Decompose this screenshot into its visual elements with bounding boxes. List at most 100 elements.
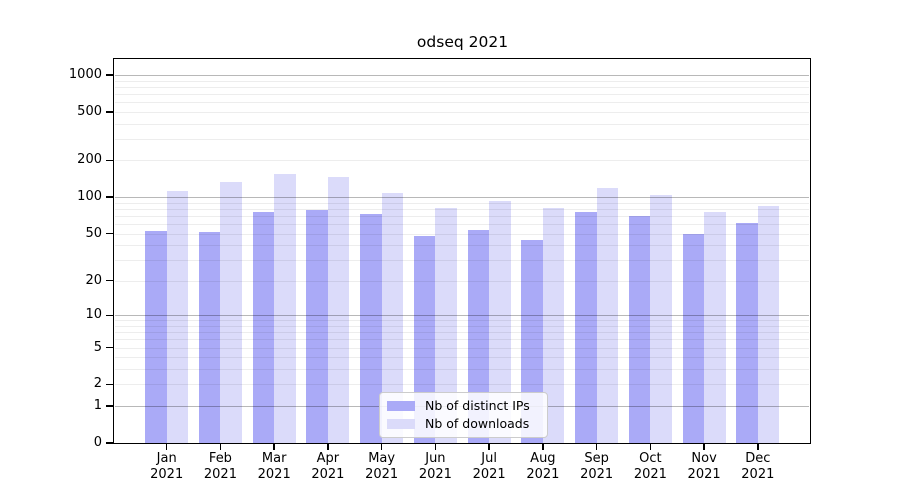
gridline-minor-80: [115, 208, 809, 210]
x-tick-feb: [219, 443, 222, 450]
x-tick-mar: [273, 443, 275, 450]
bar-ips-jul: [467, 229, 490, 443]
gridline-minor-3: [115, 369, 809, 371]
bar-downloads-oct: [650, 195, 672, 443]
x-tick-may: [380, 443, 383, 450]
bar-downloads-may: [381, 192, 404, 443]
gridline-minor-600: [115, 102, 809, 104]
gridline-minor-4: [115, 357, 809, 359]
y-tick-label-500: 500: [77, 103, 102, 119]
gridline-minor-70: [115, 215, 809, 217]
x-tick-label-jan: Jan 2021: [150, 451, 184, 482]
gridline-minor-900: [115, 80, 809, 82]
y-tick-500: [106, 111, 113, 113]
gridline-minor-200: [115, 160, 809, 162]
y-tick-5: [106, 346, 113, 349]
bar-ips-apr: [306, 210, 328, 443]
bar-downloads-apr: [327, 177, 350, 443]
gridline-minor-400: [115, 123, 809, 125]
gridline-major-100: [115, 197, 809, 199]
gridline-minor-500: [115, 111, 809, 113]
legend-swatch-downloads: [387, 418, 415, 429]
gridline-minor-800: [115, 86, 809, 88]
bar-downloads-aug: [542, 207, 565, 443]
bar-downloads-jan: [166, 190, 189, 443]
gridline-minor-2: [115, 384, 809, 386]
legend-label-downloads: Nb of downloads: [425, 416, 530, 431]
bar-ips-jan: [145, 231, 167, 443]
gridline-minor-300: [115, 138, 809, 140]
bar-downloads-nov: [704, 211, 726, 443]
gridline-minor-40: [115, 245, 809, 247]
gridline-major-1000: [115, 74, 809, 76]
x-tick-label-feb: Feb 2021: [203, 451, 237, 482]
x-tick-oct: [649, 443, 652, 450]
x-tick-label-oct: Oct 2021: [633, 451, 667, 482]
bar-ips-dec: [736, 223, 758, 443]
x-tick-label-sep: Sep 2021: [580, 451, 614, 482]
legend-label-distinct-ips: Nb of distinct IPs: [425, 398, 530, 413]
y-tick-1: [106, 405, 113, 407]
x-tick-label-dec: Dec 2021: [741, 451, 775, 482]
bar-downloads-jul: [489, 200, 511, 443]
y-tick-label-0: 0: [93, 435, 102, 450]
y-tick-label-200: 200: [77, 152, 102, 168]
gridline-major-10: [115, 315, 809, 317]
chart-title: odseq 2021: [416, 33, 509, 51]
bar-ips-feb: [198, 232, 221, 443]
legend-item-downloads: Nb of downloads: [387, 416, 538, 431]
x-tick-apr: [327, 443, 329, 450]
bar-downloads-sep: [596, 187, 619, 443]
x-tick-aug: [542, 443, 544, 450]
y-tick-label-100: 100: [77, 189, 102, 205]
gridline-minor-7: [115, 332, 809, 334]
x-tick-jan: [166, 443, 168, 450]
bar-downloads-feb: [220, 182, 242, 443]
x-tick-jul: [488, 443, 490, 450]
y-tick-100: [106, 196, 113, 198]
gridline-minor-30: [115, 260, 809, 262]
y-tick-label-1: 1: [93, 398, 102, 414]
x-tick-jun: [434, 443, 437, 450]
gridline-minor-50: [115, 233, 809, 235]
x-tick-label-apr: Apr 2021: [311, 451, 345, 482]
x-tick-nov: [703, 443, 705, 450]
y-tick-label-1000: 1000: [68, 66, 102, 82]
legend-swatch-distinct-ips: [387, 400, 415, 411]
x-tick-label-aug: Aug 2021: [526, 451, 560, 482]
y-tick-2: [106, 383, 113, 386]
y-tick-1000: [106, 74, 113, 76]
y-tick-50: [106, 232, 113, 235]
bar-ips-oct: [628, 215, 651, 443]
plot-area: [113, 58, 811, 444]
gridline-minor-8: [115, 325, 809, 327]
bar-ips-may: [360, 214, 382, 443]
bar-ips-nov: [682, 233, 705, 443]
y-tick-label-50: 50: [85, 225, 102, 241]
x-tick-label-jun: Jun 2021: [418, 451, 452, 482]
y-tick-10: [106, 314, 113, 316]
gridline-minor-6: [115, 339, 809, 341]
y-tick-20: [106, 280, 113, 282]
x-tick-label-mar: Mar 2021: [257, 451, 291, 482]
legend-item-distinct-ips: Nb of distinct IPs: [387, 398, 538, 413]
bar-downloads-dec: [757, 205, 780, 443]
x-tick-label-nov: Nov 2021: [687, 451, 721, 482]
gridline-minor-5: [115, 347, 809, 349]
bar-ips-mar: [252, 211, 275, 443]
gridline-minor-90: [115, 202, 809, 204]
legend: Nb of distinct IPs Nb of downloads: [379, 392, 548, 438]
gridline-minor-20: [115, 280, 809, 282]
bar-downloads-jun: [435, 207, 457, 443]
gridline-minor-60: [115, 223, 809, 225]
gridline-minor-9: [115, 320, 809, 322]
y-tick-label-2: 2: [93, 376, 102, 392]
x-tick-label-jul: Jul 2021: [472, 451, 506, 482]
y-tick-label-10: 10: [85, 307, 102, 323]
gridline-minor-700: [115, 93, 809, 95]
y-tick-200: [106, 159, 113, 162]
bar-downloads-mar: [274, 173, 296, 443]
y-tick-label-5: 5: [93, 339, 102, 355]
y-tick-label-20: 20: [85, 272, 102, 288]
